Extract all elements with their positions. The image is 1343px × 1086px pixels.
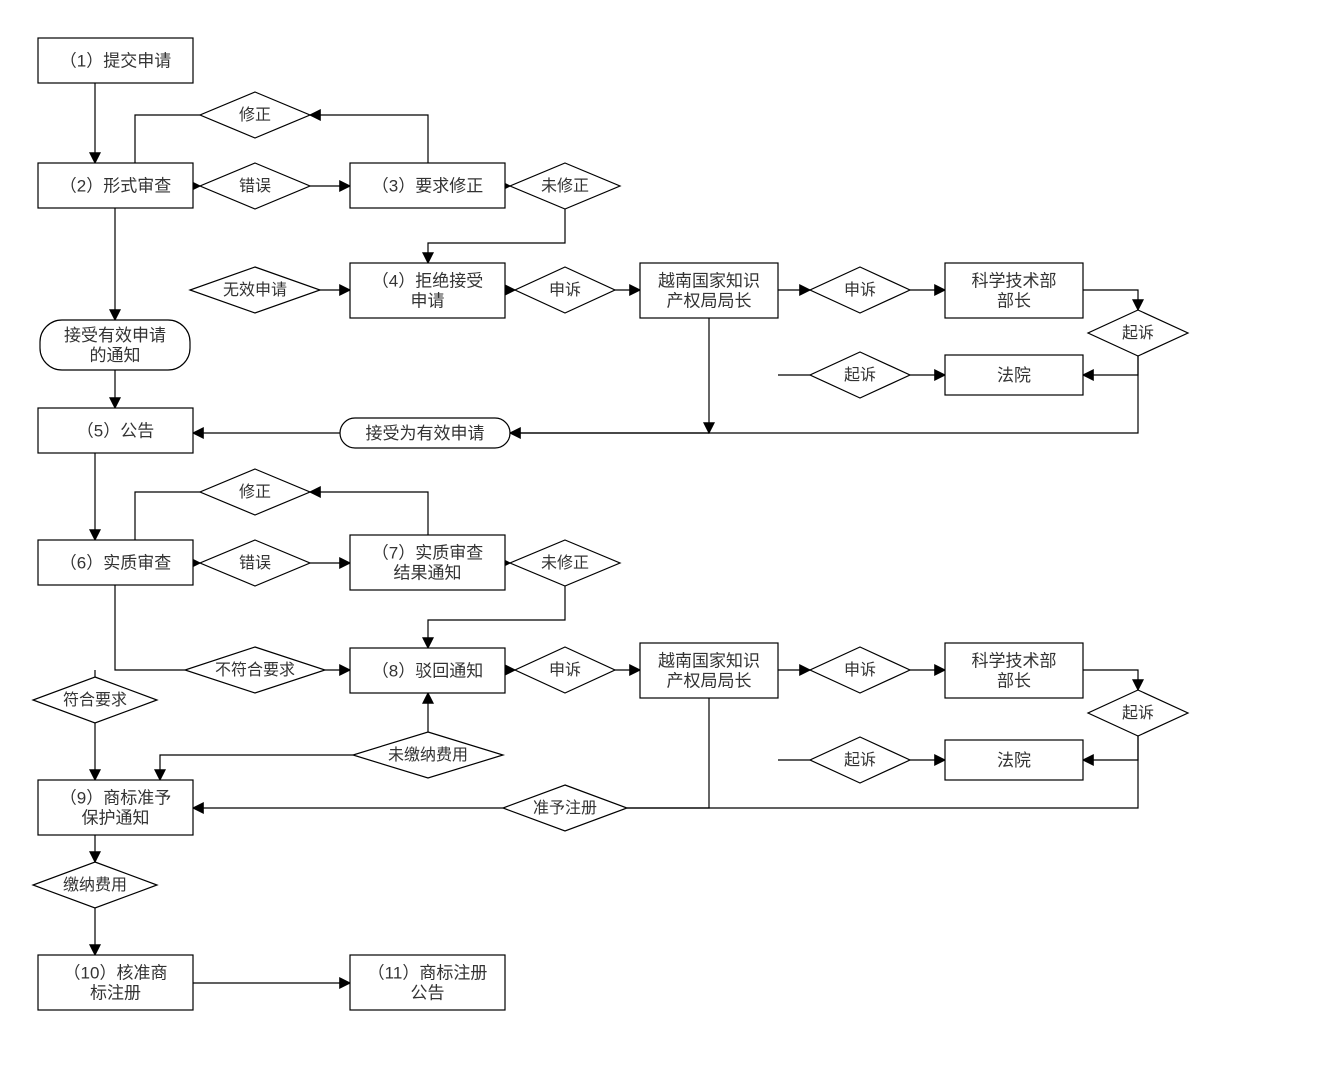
node-n11: （11）商标注册公告 (350, 955, 505, 1010)
node-label: 申诉 (549, 661, 581, 679)
node-crt1: 法院 (945, 355, 1083, 395)
edge (310, 115, 428, 163)
node-label: 法院 (997, 366, 1031, 385)
edge (115, 585, 185, 670)
node-n2: （2）形式审查 (38, 163, 193, 208)
node-label: （3）要求修正 (372, 176, 483, 195)
node-d_ss2b: 申诉 (810, 647, 910, 693)
node-label: 无效申请 (223, 281, 287, 299)
node-n4: （4）拒绝接受申请 (350, 263, 505, 318)
node-label: 起诉 (1122, 324, 1154, 342)
node-label: 符合要求 (63, 691, 127, 709)
node-label: （8）驳回通知 (372, 661, 483, 680)
edge (627, 698, 709, 808)
node-label: （2）形式审查 (60, 176, 171, 195)
node-d_ss2: 申诉 (515, 647, 615, 693)
node-d_wjn: 未缴纳费用 (353, 732, 503, 778)
node-d_ss1: 申诉 (515, 267, 615, 313)
node-label: 申诉 (844, 281, 876, 299)
node-d_qs2b: 起诉 (810, 737, 910, 783)
node-n3: （3）要求修正 (350, 163, 505, 208)
node-n7: （7）实质审查结果通知 (350, 535, 505, 590)
node-label: 越南国家知识产权局局长 (658, 271, 760, 310)
node-d_wxz1: 未修正 (510, 163, 620, 209)
node-label: 越南国家知识产权局局长 (658, 651, 760, 690)
edge (1083, 736, 1138, 760)
node-min1: 科学技术部部长 (945, 263, 1083, 318)
edge (1083, 670, 1138, 690)
node-dir1: 越南国家知识产权局局长 (640, 263, 778, 318)
node-label: 修正 (239, 106, 271, 124)
node-label: 接受为有效申请 (366, 424, 485, 443)
node-d_qs1: 起诉 (1088, 310, 1188, 356)
node-d_xz2: 修正 (200, 469, 310, 515)
node-d_bfh: 不符合要求 (185, 647, 325, 693)
node-label: 申诉 (549, 281, 581, 299)
node-acc2: 接受为有效申请 (340, 418, 510, 448)
node-d_xz1: 修正 (200, 92, 310, 138)
node-label: 错误 (239, 554, 271, 572)
node-label: 未修正 (541, 177, 589, 195)
node-n5: （5）公告 (38, 408, 193, 453)
node-label: 申诉 (844, 661, 876, 679)
node-d_jn: 缴纳费用 (33, 862, 157, 908)
edge (1083, 290, 1138, 310)
node-label: 未修正 (541, 554, 589, 572)
node-label: 起诉 (1122, 704, 1154, 722)
node-n8: （8）驳回通知 (350, 648, 505, 693)
node-d_fh: 符合要求 (33, 677, 157, 723)
edge (310, 492, 428, 535)
edge (428, 209, 565, 263)
node-label: （5）公告 (77, 421, 154, 440)
node-label: 未缴纳费用 (388, 746, 468, 764)
node-label: 准予注册 (533, 799, 597, 817)
node-d_qs1b: 起诉 (810, 352, 910, 398)
node-label: 法院 (997, 751, 1031, 770)
node-n9: （9）商标准予保护通知 (38, 780, 193, 835)
node-d_zyzc: 准予注册 (503, 785, 627, 831)
node-acc1: 接受有效申请的通知 (40, 320, 190, 370)
edge (1083, 356, 1138, 375)
edge (135, 492, 200, 540)
node-label: 不符合要求 (215, 661, 295, 679)
node-d_qs2: 起诉 (1088, 690, 1188, 736)
node-label: （6）实质审查 (60, 553, 171, 572)
node-min2: 科学技术部部长 (945, 643, 1083, 698)
node-n1: （1）提交申请 (38, 38, 193, 83)
node-dir2: 越南国家知识产权局局长 (640, 643, 778, 698)
node-d_wx: 无效申请 (190, 267, 320, 313)
node-d_err2: 错误 (200, 540, 310, 586)
node-label: （1）提交申请 (60, 51, 171, 70)
node-label: 修正 (239, 483, 271, 501)
edge (135, 115, 200, 163)
node-d_err1: 错误 (200, 163, 310, 209)
node-n6: （6）实质审查 (38, 540, 193, 585)
node-label: 起诉 (844, 366, 876, 384)
node-d_wxz2: 未修正 (510, 540, 620, 586)
node-label: 缴纳费用 (63, 876, 127, 894)
node-label: 错误 (239, 177, 271, 195)
node-crt2: 法院 (945, 740, 1083, 780)
node-d_ss1b: 申诉 (810, 267, 910, 313)
edge (428, 586, 565, 648)
node-n10: （10）核准商标注册 (38, 955, 193, 1010)
edge (160, 755, 353, 780)
node-label: 起诉 (844, 751, 876, 769)
